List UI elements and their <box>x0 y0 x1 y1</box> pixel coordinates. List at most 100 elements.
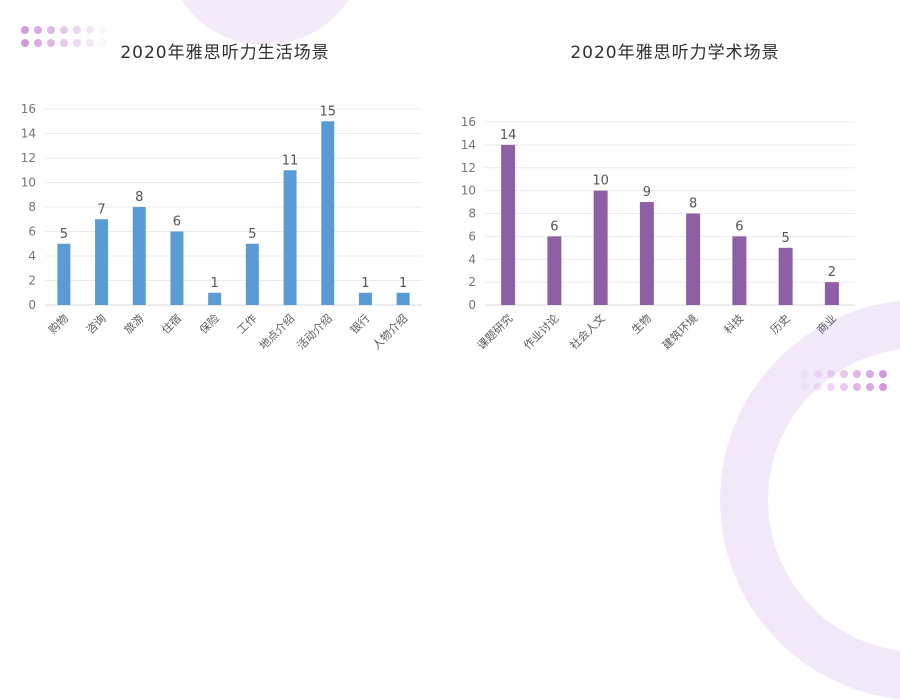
y-tick-label: 8 <box>28 200 36 214</box>
bar <box>639 202 654 305</box>
decorative-dot <box>73 39 81 47</box>
y-tick-label: 12 <box>461 161 476 175</box>
x-category-label: 地点介绍 <box>256 311 297 352</box>
bar-value-label: 5 <box>60 227 68 242</box>
decorative-dot <box>47 26 55 34</box>
decorative-dot <box>853 383 861 391</box>
y-tick-label: 0 <box>468 298 476 312</box>
x-category-label: 生物 <box>629 311 654 336</box>
chart-title-life: 2020年雅思听力生活场景 <box>120 43 330 63</box>
decorative-dot <box>86 39 94 47</box>
bar-value-label: 8 <box>689 197 697 212</box>
bar-value-label: 11 <box>282 153 299 168</box>
y-tick-label: 16 <box>461 115 476 129</box>
y-tick-label: 8 <box>468 207 476 221</box>
bar-value-label: 9 <box>643 185 651 200</box>
y-tick-label: 6 <box>468 229 476 243</box>
bar-chart-life: 02468101214165购物7咨询8旅游6住宿1保险5工作11地点介绍15活… <box>21 102 422 352</box>
decorative-dot <box>814 383 822 391</box>
y-tick-label: 12 <box>21 151 36 165</box>
bar-value-label: 6 <box>735 219 743 234</box>
y-tick-label: 2 <box>468 275 476 289</box>
decorative-dot <box>21 39 29 47</box>
decorative-dot <box>99 26 107 34</box>
decorative-dot <box>60 39 68 47</box>
y-tick-label: 2 <box>28 274 36 288</box>
decorative-dot <box>866 383 874 391</box>
x-category-label: 课题研究 <box>474 311 515 352</box>
chart-life-scenes: 2020年雅思听力生活场景 0 2 4 6 8 10 12 14 16 5 购物 7 咨询 8 旅游 6 住宿 1… <box>0 0 450 404</box>
bar-value-label: 14 <box>500 128 517 143</box>
bar <box>686 213 701 305</box>
bar-value-label: 5 <box>781 231 789 246</box>
x-category-label: 购物 <box>46 311 71 336</box>
bar-value-label: 8 <box>135 190 143 205</box>
bar <box>358 292 372 305</box>
bar <box>283 170 297 305</box>
decorative-dot <box>34 39 42 47</box>
bar <box>547 236 562 305</box>
x-category-label: 住宿 <box>159 311 184 336</box>
bar-chart-academic: 0 2 4 6 8 10 12 14 16 14 课题研究 6 作业讨论 10 社会人文 9 生物 8 建筑环境 6 科… <box>461 115 855 352</box>
decorative-dots-top-left <box>21 26 107 47</box>
bar <box>245 243 259 305</box>
decorative-dot <box>840 383 848 391</box>
bar-value-label: 6 <box>173 215 181 230</box>
bar-value-label: 5 <box>248 227 256 242</box>
x-category-label: 银行 <box>347 311 372 336</box>
bar <box>57 243 71 305</box>
bar <box>501 144 516 305</box>
y-tick-label: 4 <box>468 252 476 266</box>
x-category-label: 保险 <box>196 311 221 336</box>
x-category-label: 旅游 <box>121 311 146 336</box>
bar <box>95 219 109 305</box>
x-category-label: 社会人文 <box>567 311 608 352</box>
decorative-dot <box>99 39 107 47</box>
x-category-label: 商业 <box>814 311 839 336</box>
decorative-dot <box>879 370 887 378</box>
bar-value-label: 10 <box>592 174 609 189</box>
bar-value-label: 1 <box>361 276 369 291</box>
decorative-dot <box>21 26 29 34</box>
y-tick-label: 0 <box>28 298 36 312</box>
decorative-dot <box>34 26 42 34</box>
bar <box>778 247 793 305</box>
x-category-label: 历史 <box>768 312 793 337</box>
decorative-dot <box>827 383 835 391</box>
decorative-dot <box>879 383 887 391</box>
bar-value-label: 15 <box>319 104 336 119</box>
decorative-dot <box>853 370 861 378</box>
decorative-dots-bottom-right <box>801 370 887 391</box>
x-category-label: 科技 <box>721 311 746 336</box>
x-category-label: 工作 <box>235 312 260 337</box>
bar-value-label: 1 <box>399 276 407 291</box>
bar-value-label: 1 <box>211 276 219 291</box>
x-category-label: 咨询 <box>83 311 108 336</box>
x-category-label: 建筑环境 <box>659 311 700 352</box>
bar-value-label: 6 <box>550 219 558 234</box>
bar <box>396 292 410 305</box>
decorative-dot <box>47 39 55 47</box>
decorative-dot <box>866 370 874 378</box>
x-category-label: 人物介绍 <box>369 311 410 352</box>
y-tick-label: 6 <box>28 225 36 239</box>
y-tick-label: 4 <box>28 249 36 263</box>
bar-value-label: 7 <box>97 202 105 217</box>
bar-value-label: 2 <box>828 265 836 280</box>
bar <box>593 190 608 305</box>
bar <box>824 282 839 305</box>
y-tick-label: 10 <box>21 176 36 190</box>
decorative-dot <box>814 370 822 378</box>
y-tick-label: 16 <box>21 102 36 116</box>
y-tick-label: 10 <box>461 184 476 198</box>
decorative-dot <box>827 370 835 378</box>
bar <box>132 207 146 305</box>
decorative-dot <box>840 370 848 378</box>
decorative-dot <box>801 383 809 391</box>
bar <box>321 121 335 305</box>
decorative-dot <box>73 26 81 34</box>
x-category-label: 活动介绍 <box>294 311 335 352</box>
chart-title-academic: 2020年雅思听力学术场景 <box>570 43 780 63</box>
x-category-label: 作业讨论 <box>520 311 561 352</box>
decorative-dot <box>801 370 809 378</box>
